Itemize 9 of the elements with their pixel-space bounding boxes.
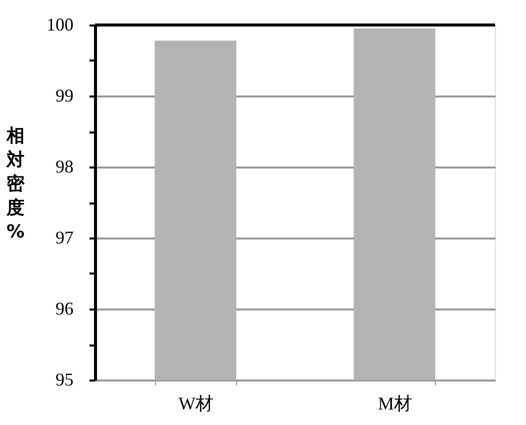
y-tick-label: 98 (56, 156, 74, 176)
y-tick-label: 96 (56, 298, 74, 318)
y-axis-title: 相対密度% (6, 126, 26, 242)
x-tick-label: W材 (178, 394, 214, 414)
y-tick-label: 99 (56, 86, 74, 106)
y-tick-label: 97 (56, 228, 74, 248)
y-tick-label: 95 (56, 370, 74, 390)
x-tick-label: M材 (378, 394, 412, 414)
y-tick-label: 100 (46, 14, 74, 34)
